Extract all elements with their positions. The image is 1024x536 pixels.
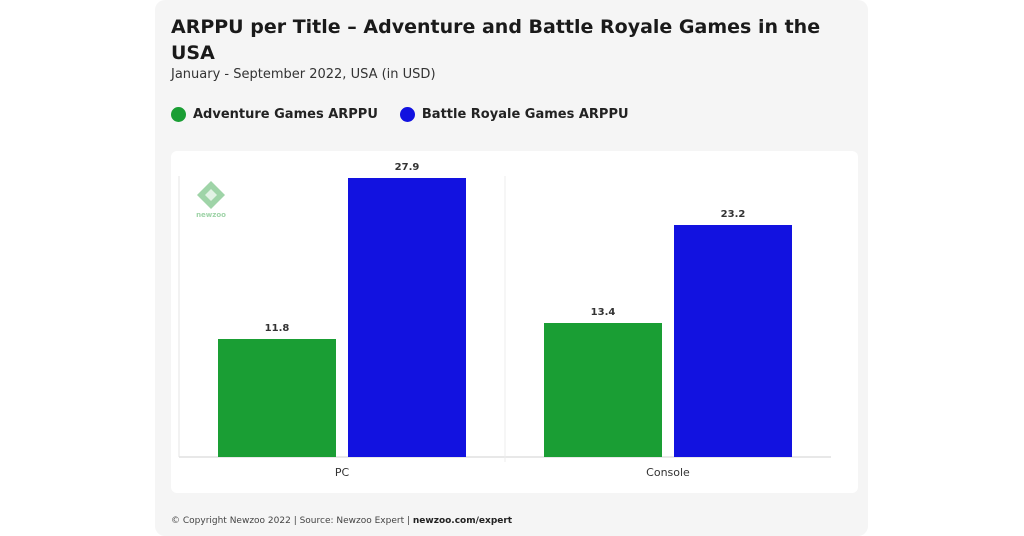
chart-card: ARPPU per Title – Adventure and Battle R… bbox=[155, 0, 868, 536]
footer: © Copyright Newzoo 2022 | Source: Newzoo… bbox=[171, 516, 512, 526]
x-tick-label: Console bbox=[646, 466, 690, 479]
footer-text: © Copyright Newzoo 2022 | Source: Newzoo… bbox=[171, 516, 413, 526]
data-label: 11.8 bbox=[265, 323, 290, 334]
plot-panel: newzoo PC Console 11.8 27.9 13.4 23.2 bbox=[171, 151, 858, 493]
bar-pc-series-1 bbox=[348, 178, 466, 457]
bars: 11.8 27.9 13.4 23.2 bbox=[218, 162, 792, 457]
chart-title: ARPPU per Title – Adventure and Battle R… bbox=[171, 16, 821, 64]
legend-label-battle-royale: Battle Royale Games ARPPU bbox=[421, 107, 629, 122]
legend-swatch-battle-royale bbox=[399, 107, 415, 122]
data-label: 23.2 bbox=[721, 209, 746, 220]
legend-item-adventure: Adventure Games ARPPU bbox=[171, 107, 378, 122]
legend-item-battle-royale: Battle Royale Games ARPPU bbox=[399, 107, 629, 122]
bar-console-series-0 bbox=[544, 323, 662, 457]
footer-link[interactable]: newzoo.com/expert bbox=[412, 516, 513, 526]
bar-console-series-1 bbox=[674, 225, 792, 457]
legend-label-adventure: Adventure Games ARPPU bbox=[193, 107, 378, 122]
newzoo-logo: newzoo bbox=[196, 181, 226, 219]
legend: Adventure Games ARPPU Battle Royale Game… bbox=[171, 107, 651, 122]
bar-pc-series-0 bbox=[218, 339, 336, 457]
legend-swatch-adventure bbox=[171, 107, 186, 122]
data-label: 13.4 bbox=[591, 307, 616, 318]
data-label: 27.9 bbox=[395, 162, 420, 173]
newzoo-logo-text: newzoo bbox=[196, 211, 226, 219]
newzoo-logo-inner-icon bbox=[205, 189, 217, 201]
x-tick-label: PC bbox=[335, 466, 350, 479]
chart-subtitle: January - September 2022, USA (in USD) bbox=[171, 67, 436, 82]
bar-chart: newzoo PC Console 11.8 27.9 13.4 23.2 bbox=[178, 162, 831, 479]
